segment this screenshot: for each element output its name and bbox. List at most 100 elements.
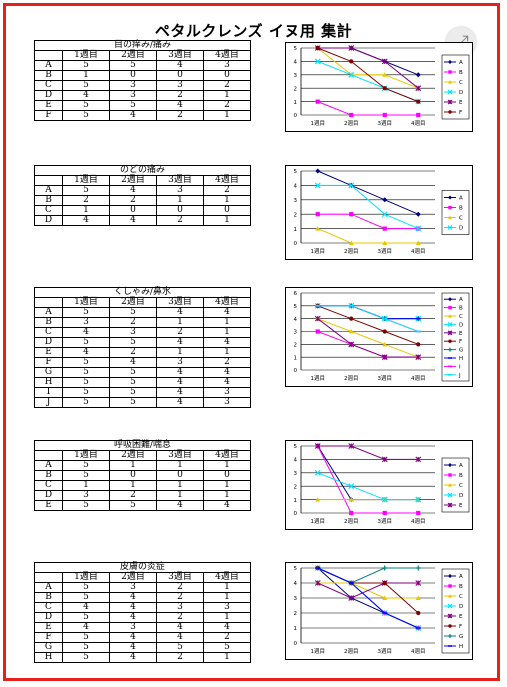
data-point	[349, 212, 354, 217]
row-label: D	[34, 90, 63, 101]
column-header: 3週目	[156, 450, 204, 461]
table-cell: 3	[109, 327, 157, 338]
y-tick-label: 5	[294, 304, 298, 310]
column-header: 3週目	[156, 572, 204, 583]
y-tick-label: 2	[294, 611, 298, 617]
series-line	[317, 47, 419, 89]
table-cell: 5	[62, 500, 110, 511]
table-cell: 5	[62, 110, 110, 121]
data-point	[415, 211, 421, 217]
y-tick-label: 5	[294, 46, 298, 52]
data-point	[314, 580, 321, 586]
table-cell: 3	[156, 357, 204, 368]
x-tick-label: 1週目	[311, 119, 326, 127]
legend-marker	[447, 321, 453, 327]
row-label: B	[34, 195, 63, 206]
x-tick-label: 4週目	[411, 647, 426, 655]
legend-label: D	[459, 322, 463, 328]
data-point	[415, 580, 422, 586]
legend-marker	[447, 330, 453, 336]
y-tick-label: 0	[294, 113, 298, 119]
y-tick-label: 2	[294, 212, 298, 218]
row-label: E	[34, 347, 63, 358]
row-label: C	[34, 327, 63, 338]
row-label: E	[34, 622, 63, 633]
data-point	[315, 497, 321, 502]
data-point	[415, 85, 422, 92]
table-cell: 5	[62, 612, 110, 623]
data-point	[348, 329, 354, 334]
y-tick-label: 2	[294, 86, 298, 92]
y-tick-label: 1	[294, 100, 298, 106]
legend-marker	[448, 70, 452, 74]
table-cell: 3	[62, 490, 110, 501]
chart-border	[285, 440, 473, 530]
row-label: A	[34, 460, 63, 471]
legend-marker	[448, 60, 452, 64]
series-line	[317, 472, 419, 501]
table-cell: 1	[156, 195, 204, 206]
row-label: B	[34, 592, 63, 603]
legend-label: E	[459, 614, 463, 620]
column-header: 2週目	[109, 297, 157, 308]
table-cell: 4	[156, 367, 204, 378]
table-cell: 1	[203, 347, 251, 358]
row-label: C	[34, 480, 63, 491]
legend-marker	[448, 215, 452, 220]
legend-marker	[448, 205, 452, 210]
table-cell: 1	[109, 480, 157, 491]
chart-border	[285, 562, 473, 660]
y-tick-label: 4	[294, 184, 298, 190]
data-point	[382, 240, 388, 245]
table-cell: 2	[203, 100, 251, 111]
data-point	[314, 315, 321, 322]
legend-label: A	[459, 297, 463, 303]
row-label: E	[34, 500, 63, 511]
legend-marker	[448, 473, 452, 477]
series-line	[317, 582, 419, 599]
column-header: 4週目	[203, 297, 251, 308]
table-cell: 1	[109, 460, 157, 471]
table-cell: 5	[109, 387, 157, 398]
table-cell: 4	[109, 602, 157, 613]
row-label: A	[34, 60, 63, 71]
table-header-row: 1週目 2週目 3週目 4週目	[34, 572, 251, 583]
table-header-row: 1週目 2週目 3週目 4週目	[34, 450, 251, 461]
table-cell: 3	[203, 387, 251, 398]
legend-marker	[448, 339, 452, 343]
data-point	[382, 580, 387, 586]
table-cell: 1	[203, 592, 251, 603]
series-line	[317, 318, 419, 358]
y-tick-label: 3	[294, 471, 298, 477]
series-line	[317, 170, 419, 215]
data-table: 目の痒み/痛み 1週目 2週目 3週目 4週目 A 5 5 4 3 B 1 0 0 0 C 5 3 3 2 D 4 3 2 1 E…	[34, 40, 251, 121]
column-header	[34, 297, 63, 308]
series-line	[317, 101, 419, 116]
table-cell: 4	[203, 367, 251, 378]
table-cell: 5	[62, 460, 110, 471]
table-cell: 4	[109, 357, 157, 368]
data-point	[382, 329, 387, 334]
table-cell: 1	[203, 327, 251, 338]
x-tick-label: 4週目	[411, 517, 426, 525]
legend-label: F	[459, 339, 462, 345]
table-cell: 3	[156, 602, 204, 613]
table-cell: 4	[156, 632, 204, 643]
table-cell: 3	[62, 317, 110, 328]
table-cell: 2	[156, 592, 204, 603]
table-cell: 3	[109, 90, 157, 101]
data-point	[382, 86, 387, 91]
table-cell: 5	[109, 307, 157, 318]
data-table: のどの痛み 1週目 2週目 3週目 4週目 A 5 4 3 2 B 2 2 1 1 C 1 0 0 0 D 4 4 2 1	[34, 165, 251, 226]
column-header: 3週目	[156, 175, 204, 186]
table-cell: 2	[156, 215, 204, 226]
column-header: 2週目	[109, 50, 157, 61]
table-cell: 4	[109, 612, 157, 623]
column-header: 1週目	[62, 50, 110, 61]
